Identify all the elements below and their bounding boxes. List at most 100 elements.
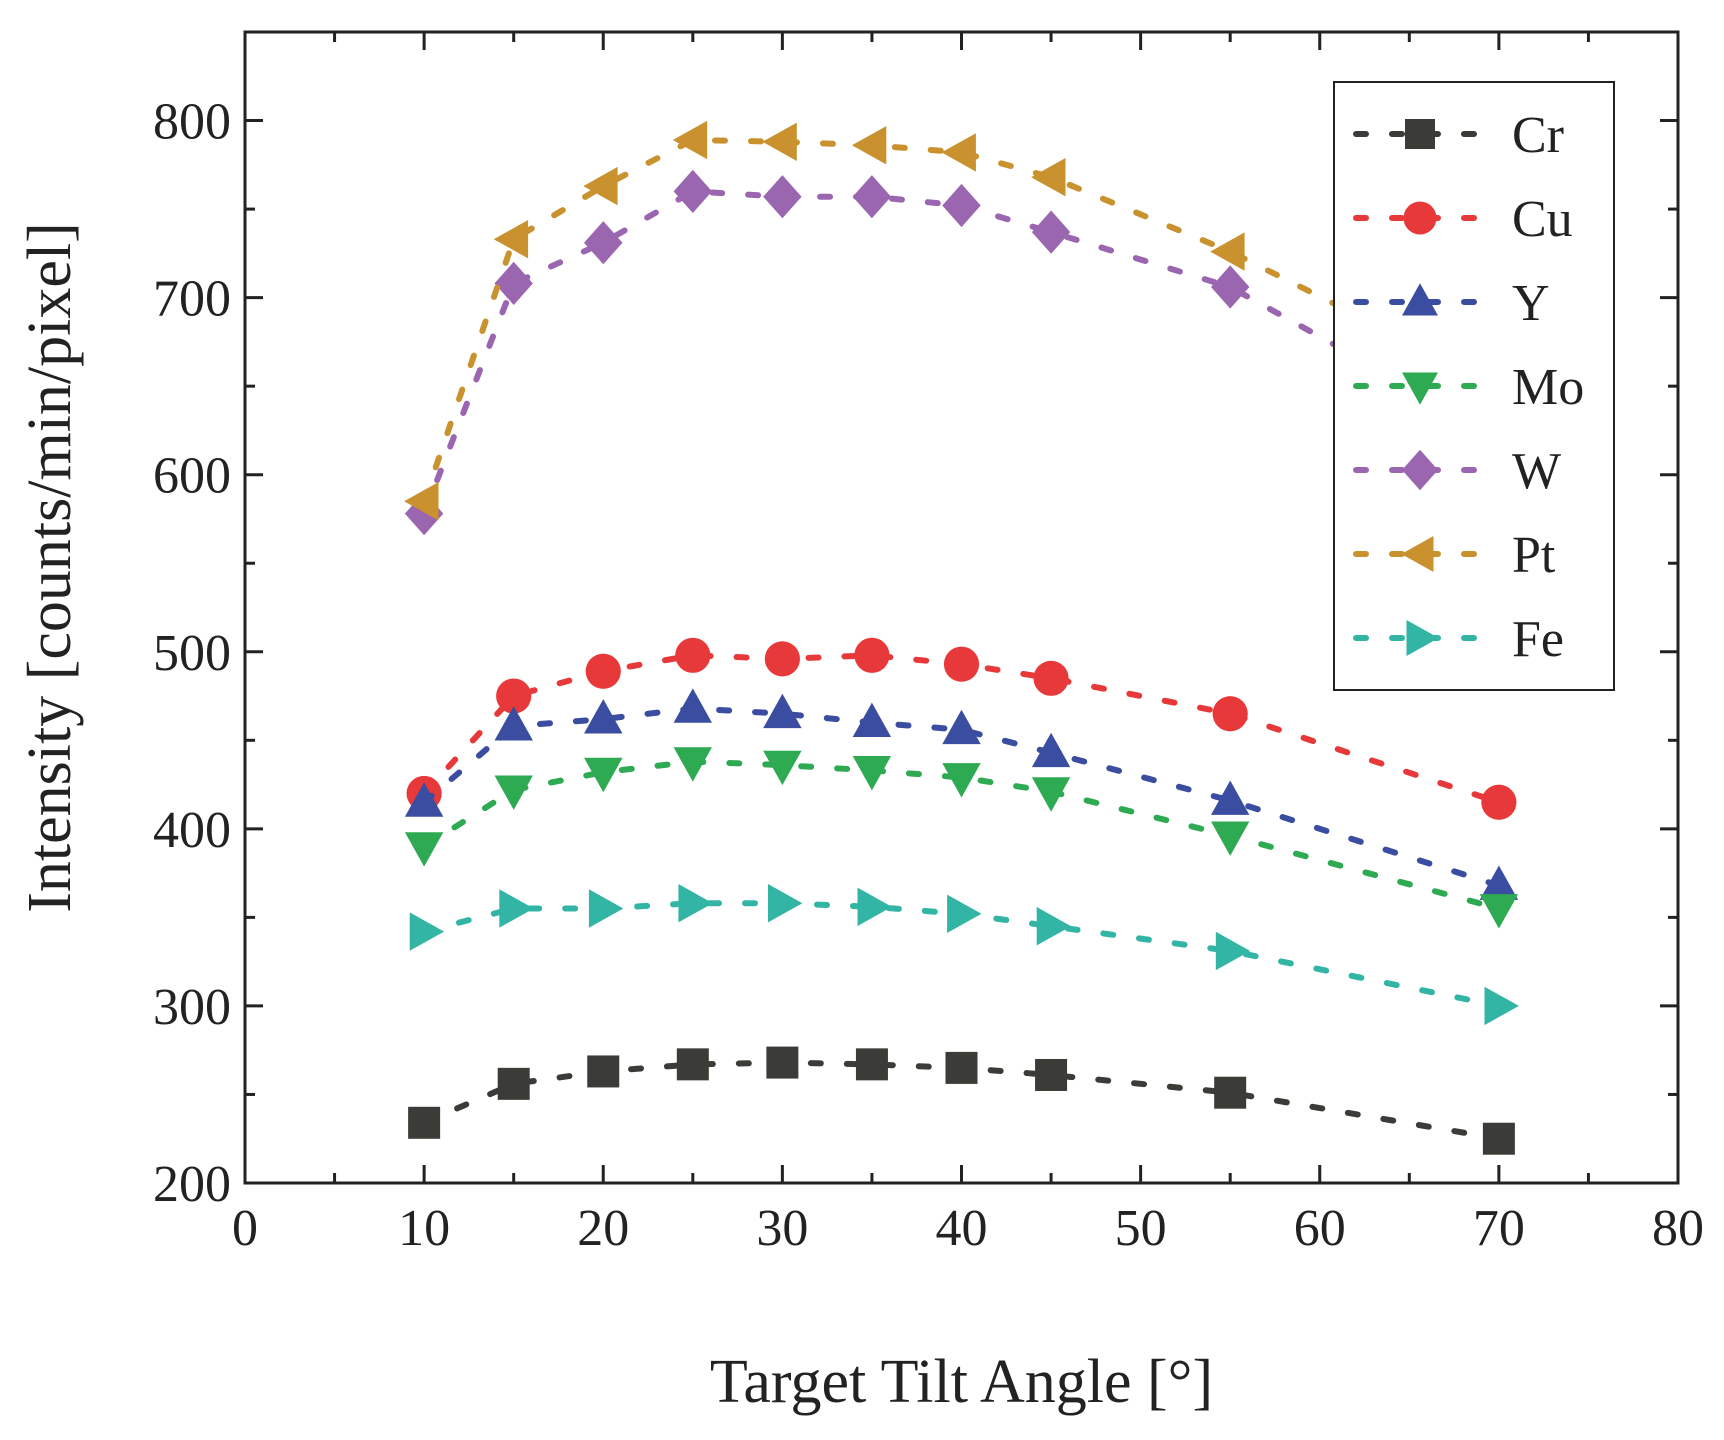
series-line-cr bbox=[421, 1059, 1502, 1142]
legend-entry-pt: Pt bbox=[1353, 527, 1556, 584]
legend-label: Pt bbox=[1512, 527, 1556, 584]
data-point-y bbox=[404, 782, 444, 817]
data-point-fe bbox=[678, 884, 713, 923]
legend: Cr Cu Y Mo W Pt Fe bbox=[1333, 81, 1615, 691]
data-point-pt bbox=[493, 220, 529, 259]
data-point-fe bbox=[499, 889, 534, 928]
data-point-cr bbox=[1482, 1122, 1515, 1155]
data-point-cr bbox=[408, 1106, 441, 1139]
data-point-cu bbox=[496, 678, 532, 714]
data-point-cr bbox=[497, 1067, 530, 1100]
series-cu bbox=[406, 637, 1517, 820]
legend-label: Fe bbox=[1512, 611, 1564, 668]
data-point-cu bbox=[943, 646, 980, 682]
legend-marker bbox=[1402, 449, 1438, 491]
data-point-y bbox=[1479, 865, 1519, 900]
data-point-cu bbox=[585, 653, 621, 689]
legend-label: W bbox=[1512, 443, 1561, 500]
data-point-cu bbox=[764, 641, 800, 677]
data-point-mo bbox=[673, 747, 712, 782]
x-tick-label: 70 bbox=[1473, 1200, 1525, 1257]
data-point-pt bbox=[762, 122, 797, 161]
data-point-w bbox=[1031, 210, 1071, 254]
legend-marker bbox=[1405, 119, 1435, 149]
data-point-w bbox=[494, 261, 533, 305]
legend-entry-mo: Mo bbox=[1353, 359, 1584, 416]
x-tick-label: 40 bbox=[936, 1200, 988, 1257]
data-point-mo bbox=[1211, 821, 1250, 856]
axis-ticks: 0 10 20 30 40 50 60 70 80 200 300 400 500 600 700 800 bbox=[153, 32, 1704, 1257]
data-point-y bbox=[673, 688, 712, 723]
legend-label: Cu bbox=[1512, 191, 1573, 248]
data-point-mo bbox=[763, 750, 802, 786]
legend-entry-w: W bbox=[1353, 443, 1561, 500]
data-point-cu bbox=[1033, 660, 1069, 696]
data-point-y bbox=[494, 706, 533, 741]
x-tick-label: 20 bbox=[577, 1200, 629, 1257]
data-point-pt bbox=[583, 166, 618, 206]
legend-entry-fe: Fe bbox=[1353, 611, 1564, 668]
legend-marker bbox=[1402, 283, 1438, 316]
data-point-mo bbox=[1031, 777, 1071, 812]
data-point-mo bbox=[942, 763, 981, 798]
data-point-pt bbox=[404, 482, 439, 521]
legend-entry-cu: Cu bbox=[1353, 191, 1573, 248]
series-line-pt bbox=[421, 136, 1502, 505]
x-axis-title: Target Tilt Angle [°] bbox=[710, 1348, 1213, 1416]
x-tick-label: 10 bbox=[398, 1200, 450, 1257]
data-point-fe bbox=[947, 894, 982, 933]
data-point-mo bbox=[852, 756, 892, 791]
data-point-mo bbox=[584, 757, 623, 793]
data-point-y bbox=[852, 702, 892, 737]
data-point-cu bbox=[1212, 696, 1248, 732]
legend-marker bbox=[1403, 201, 1437, 235]
data-point-pt bbox=[1031, 158, 1066, 197]
data-point-w bbox=[673, 169, 712, 213]
data-point-fe bbox=[409, 912, 445, 951]
legend-label: Y bbox=[1512, 275, 1550, 332]
series-y bbox=[404, 688, 1519, 900]
series-fe bbox=[409, 884, 1519, 1026]
series-cr bbox=[408, 1046, 1515, 1155]
data-point-w bbox=[852, 175, 892, 219]
data-point-mo bbox=[404, 832, 444, 867]
data-point-fe bbox=[768, 884, 803, 923]
data-point-cr bbox=[1214, 1076, 1247, 1109]
x-tick-label: 60 bbox=[1294, 1200, 1346, 1257]
data-point-y bbox=[763, 693, 802, 729]
data-point-fe bbox=[1036, 907, 1072, 946]
data-point-y bbox=[942, 709, 981, 745]
data-point-cr bbox=[1035, 1058, 1068, 1091]
data-point-mo bbox=[1479, 894, 1519, 929]
data-point-cu bbox=[854, 637, 890, 673]
legend-entry-y: Y bbox=[1353, 275, 1550, 332]
data-point-fe bbox=[1215, 931, 1251, 971]
data-point-mo bbox=[494, 775, 533, 810]
data-point-cu bbox=[1481, 784, 1517, 820]
legend-entry-cr: Cr bbox=[1353, 107, 1564, 164]
y-tick-label: 500 bbox=[153, 625, 231, 682]
data-point-w bbox=[584, 221, 623, 265]
y-tick-label: 400 bbox=[153, 802, 231, 859]
data-point-pt bbox=[1210, 232, 1245, 271]
data-point-pt bbox=[851, 126, 887, 165]
data-point-cr bbox=[945, 1051, 978, 1084]
data-point-fe bbox=[857, 887, 892, 926]
data-point-fe bbox=[1484, 986, 1519, 1026]
series-line-w bbox=[421, 188, 1502, 517]
data-point-cu bbox=[675, 637, 711, 673]
data-point-fe bbox=[588, 889, 624, 928]
y-axis-title: Intensity [counts/min/pixel] bbox=[16, 222, 84, 913]
data-point-cr bbox=[855, 1048, 888, 1081]
data-point-cr bbox=[766, 1046, 799, 1079]
data-point-w bbox=[763, 175, 802, 219]
series-mo bbox=[404, 747, 1519, 929]
series-layer bbox=[404, 120, 1519, 1155]
data-point-y bbox=[584, 699, 623, 734]
series-line-mo bbox=[421, 758, 1502, 912]
data-point-y bbox=[1211, 780, 1250, 815]
legend-marker bbox=[1402, 372, 1438, 405]
legend-marker bbox=[1406, 620, 1439, 656]
series-line-fe bbox=[421, 900, 1502, 1009]
